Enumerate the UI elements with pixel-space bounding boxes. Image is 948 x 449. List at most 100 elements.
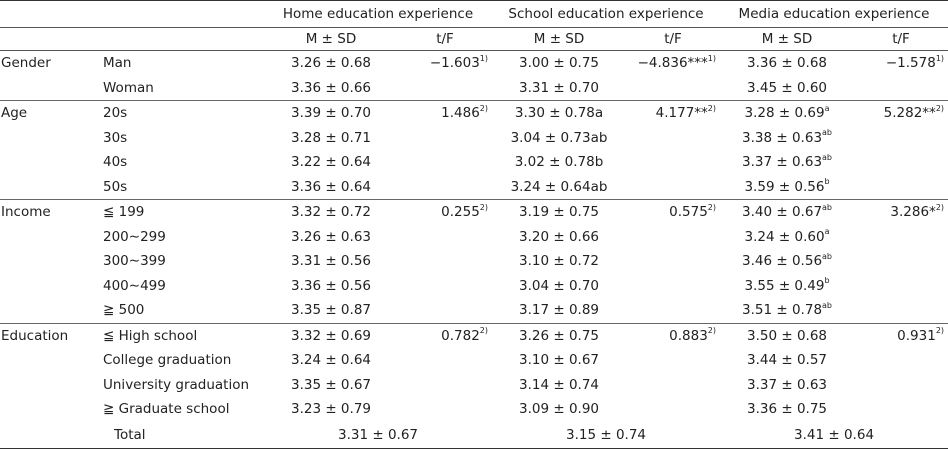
home-tf-value: −1.603 xyxy=(429,55,480,72)
media-msd-superscript: ab xyxy=(822,152,833,162)
table-row: Woman 3.36 ± 0.66 3.31 ± 0.70 3.45 ± 0.60 xyxy=(0,75,948,101)
row-category: 40s xyxy=(100,150,264,175)
media-msd: 3.51 ± 0.78ab xyxy=(720,298,855,324)
home-msd: 3.36 ± 0.56 xyxy=(264,274,398,299)
school-tf xyxy=(626,373,720,398)
school-msd-value: 3.14 ± 0.74 xyxy=(519,376,600,393)
header-blank xyxy=(0,0,100,28)
media-msd-superscript: ab xyxy=(822,128,833,138)
media-msd-value: 3.37 ± 0.63 xyxy=(742,154,823,171)
school-msd-value: 3.20 ± 0.66 xyxy=(519,228,600,245)
school-tf-superscript: 2) xyxy=(707,326,717,336)
row-variable: Income xyxy=(0,200,100,225)
home-msd-value: 3.31 ± 0.56 xyxy=(290,253,371,270)
row-category-value: 30s xyxy=(103,129,128,146)
header-row-groups: Home education experience School educati… xyxy=(0,0,948,28)
media-msd-value: 3.36 ± 0.75 xyxy=(747,401,828,418)
table-row: 40s 3.22 ± 0.64 3.02 ± 0.78b 3.37 ± 0.63ab xyxy=(0,150,948,175)
row-category-value: College graduation xyxy=(103,352,232,369)
media-msd-value: 3.50 ± 0.68 xyxy=(747,327,828,344)
media-msd-superscript: b xyxy=(824,177,830,187)
table-row: Education ≦ High school 3.32 ± 0.69 0.7822)… xyxy=(0,323,948,348)
row-variable xyxy=(0,348,100,373)
home-tf: 0.2552) xyxy=(398,200,492,225)
school-tf xyxy=(626,397,720,422)
row-variable-value: Income xyxy=(1,204,51,221)
school-msd-value: 3.09 ± 0.90 xyxy=(519,401,600,418)
header-media-education: Media education experience xyxy=(720,0,948,28)
school-msd-value: 3.24 ± 0.64ab xyxy=(510,178,608,195)
home-msd: 3.26 ± 0.63 xyxy=(264,225,398,250)
school-tf-value: 0.575 xyxy=(669,204,708,221)
total-row: Total 3.31 ± 0.67 3.15 ± 0.74 3.41 ± 0.6… xyxy=(0,421,948,449)
row-category-value: ≧ 500 xyxy=(103,302,145,319)
media-msd-value: 3.24 ± 0.60 xyxy=(744,228,825,245)
media-tf-value: −1.578 xyxy=(885,55,936,72)
home-msd-value: 3.22 ± 0.64 xyxy=(290,154,371,171)
row-variable xyxy=(0,397,100,422)
row-variable-value: Education xyxy=(1,327,69,344)
home-tf xyxy=(398,274,492,299)
media-msd-value: 3.37 ± 0.63 xyxy=(747,376,828,393)
school-tf-superscript: 2) xyxy=(707,202,717,212)
row-category-value: 40s xyxy=(103,154,128,171)
home-tf-value: 0.255 xyxy=(441,204,480,221)
school-msd: 3.31 ± 0.70 xyxy=(492,75,627,101)
school-msd-value: 3.04 ± 0.70 xyxy=(519,277,600,294)
media-tf xyxy=(854,397,948,422)
media-tf xyxy=(854,298,948,324)
media-msd-value: 3.46 ± 0.56 xyxy=(742,253,823,270)
row-category-value: 400∼499 xyxy=(103,277,166,294)
home-tf xyxy=(398,373,492,398)
home-msd-value: 3.36 ± 0.64 xyxy=(290,178,371,195)
school-tf: 0.5752) xyxy=(626,200,720,225)
school-tf xyxy=(626,75,721,101)
home-msd: 3.24 ± 0.64 xyxy=(264,348,398,373)
home-msd-value: 3.35 ± 0.67 xyxy=(290,376,371,393)
row-variable: Age xyxy=(0,101,100,126)
header-tf: t/F xyxy=(854,27,948,51)
row-category: ≧ Graduate school xyxy=(100,397,264,422)
media-msd-value: 3.45 ± 0.60 xyxy=(747,79,828,96)
school-msd-value: 3.10 ± 0.72 xyxy=(519,253,600,270)
school-tf xyxy=(626,225,720,250)
school-tf xyxy=(626,174,721,200)
media-msd-superscript: ab xyxy=(822,202,833,212)
row-category-value: 200∼299 xyxy=(103,228,166,245)
row-variable: Education xyxy=(0,323,100,348)
school-tf xyxy=(626,348,720,373)
media-tf-superscript: 2) xyxy=(935,326,945,336)
row-variable xyxy=(0,150,100,175)
school-msd-value: 3.02 ± 0.78b xyxy=(514,154,604,171)
media-msd: 3.37 ± 0.63 xyxy=(720,373,854,398)
home-tf-value: 0.782 xyxy=(441,327,480,344)
home-msd-value: 3.26 ± 0.68 xyxy=(290,55,371,72)
school-msd: 3.09 ± 0.90 xyxy=(492,397,626,422)
media-tf xyxy=(854,274,948,299)
media-tf xyxy=(854,174,948,200)
school-tf: −4.836***1) xyxy=(626,51,720,76)
row-category-value: Man xyxy=(103,55,132,72)
header-msd: M ± SD xyxy=(264,27,398,51)
school-tf xyxy=(626,150,720,175)
row-category: 200∼299 xyxy=(100,225,264,250)
media-msd-superscript: ab xyxy=(822,300,833,310)
school-msd-value: 3.30 ± 0.78a xyxy=(514,105,604,122)
header-tf: t/F xyxy=(398,27,493,51)
media-tf xyxy=(854,75,948,101)
table-row: College graduation 3.24 ± 0.64 3.10 ± 0.67… xyxy=(0,348,948,373)
home-tf xyxy=(398,75,493,101)
media-msd: 3.38 ± 0.63ab xyxy=(720,126,854,151)
home-msd: 3.35 ± 0.87 xyxy=(264,298,398,324)
home-msd-value: 3.23 ± 0.79 xyxy=(290,401,371,418)
school-msd: 3.04 ± 0.73ab xyxy=(492,126,626,151)
row-category: ≦ 199 xyxy=(100,200,264,225)
row-category-value: ≧ Graduate school xyxy=(103,401,230,418)
row-variable: Gender xyxy=(0,51,100,76)
table-row: 300∼399 3.31 ± 0.56 3.10 ± 0.72 3.46 ± 0.56… xyxy=(0,249,948,274)
home-tf-superscript: 2) xyxy=(479,326,489,336)
table-row: Age 20s 3.39 ± 0.70 1.4862) 3.30 ± 0.78a 4.17… xyxy=(0,101,948,126)
total-media: 3.41 ± 0.64 xyxy=(720,421,948,449)
home-msd: 3.26 ± 0.68 xyxy=(264,51,398,76)
home-msd: 3.35 ± 0.67 xyxy=(264,373,398,398)
